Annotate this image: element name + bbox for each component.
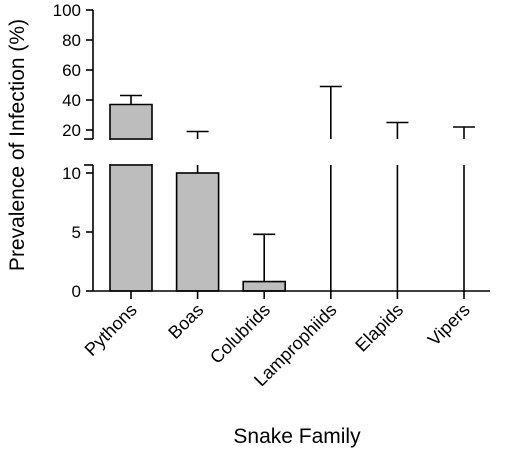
bar [242, 280, 286, 292]
y-axis: 0 5 10 20 40 60 80 100 [53, 1, 94, 301]
bar-break-gap [108, 140, 154, 164]
x-tick-label: Pythons [81, 300, 141, 360]
y-tick-label: 40 [62, 91, 81, 110]
y-tick-label: 80 [62, 31, 81, 50]
bars [108, 103, 286, 292]
y-tick-label: 60 [62, 61, 81, 80]
error-bars [120, 85, 475, 291]
bar [175, 172, 220, 292]
x-tick-label: Boas [164, 300, 207, 343]
x-tick-label: Colubrids [206, 300, 274, 368]
y-tick-label: 5 [72, 223, 81, 242]
x-axis-title: Snake Family [233, 425, 361, 448]
bar [109, 103, 153, 292]
y-tick-label: 10 [62, 164, 81, 183]
x-tick-label: Vipers [424, 300, 474, 350]
y-tick-label: 20 [62, 121, 81, 140]
y-axis-title: Prevalence of Infection (%) [6, 19, 29, 271]
y-tick-label: 100 [53, 1, 81, 20]
y-tick-label: 0 [72, 282, 81, 301]
x-tick-label: Elapids [351, 300, 407, 356]
